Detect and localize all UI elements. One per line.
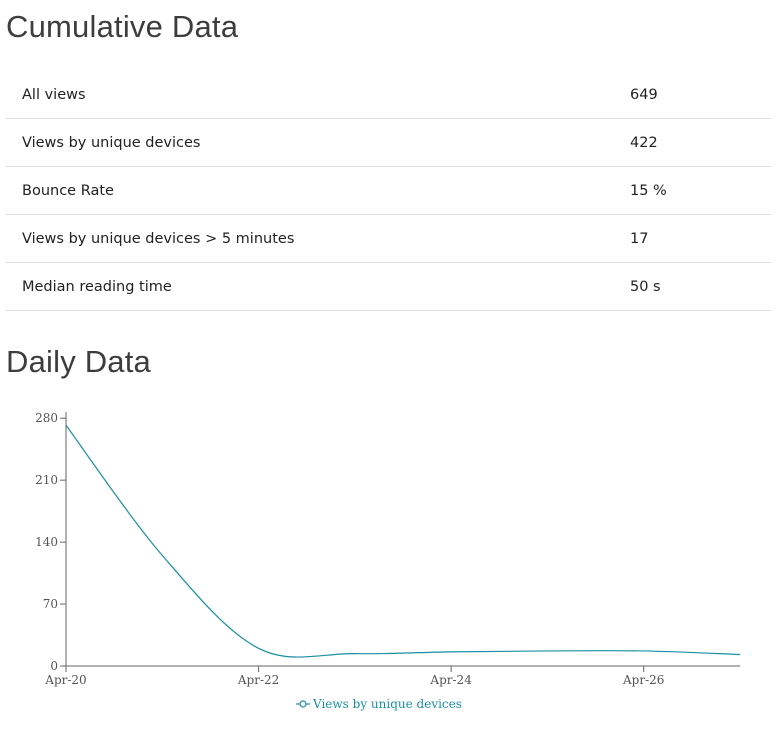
x-tick-label: Apr-22 (237, 673, 279, 687)
y-tick-label: 140 (35, 535, 58, 549)
daily-chart: 0 70 140 210 280 Apr-20 Apr-22 Apr-24 Apr-26 View… (0, 400, 782, 728)
x-tick-label: Apr-20 (44, 673, 86, 687)
stats-row: Views by unique devices > 5 minutes 17 (6, 214, 771, 263)
stats-label: Median reading time (6, 262, 630, 311)
legend-label: Views by unique devices (312, 697, 462, 711)
stats-value: 50 s (630, 262, 771, 311)
y-tick-label: 210 (35, 473, 58, 487)
stats-label: Bounce Rate (6, 166, 630, 215)
stats-label: Views by unique devices (6, 118, 630, 167)
stats-label: Views by unique devices > 5 minutes (6, 214, 630, 263)
stats-row: Median reading time 50 s (6, 262, 771, 311)
stats-row: All views 649 (6, 71, 771, 119)
cumulative-stats-table: All views 649 Views by unique devices 42… (6, 71, 771, 311)
stats-value: 15 % (630, 166, 771, 215)
cumulative-data-title: Cumulative Data (6, 9, 239, 44)
x-tick-label: Apr-24 (429, 673, 472, 687)
stats-row: Views by unique devices 422 (6, 118, 771, 167)
stats-value: 17 (630, 214, 771, 263)
stats-value: 649 (630, 71, 771, 119)
stats-value: 422 (630, 118, 771, 167)
x-tick-label: Apr-26 (622, 673, 664, 687)
daily-line-chart: 0 70 140 210 280 Apr-20 Apr-22 Apr-24 Apr-26 View… (35, 411, 741, 711)
series-line (65, 424, 741, 658)
y-tick-label: 70 (43, 597, 58, 611)
legend-marker-icon (299, 700, 307, 708)
y-tick-label: 0 (50, 659, 58, 673)
y-tick-label: 280 (35, 411, 58, 425)
stats-row: Bounce Rate 15 % (6, 166, 771, 215)
daily-data-title: Daily Data (6, 344, 151, 379)
stats-label: All views (6, 71, 630, 119)
